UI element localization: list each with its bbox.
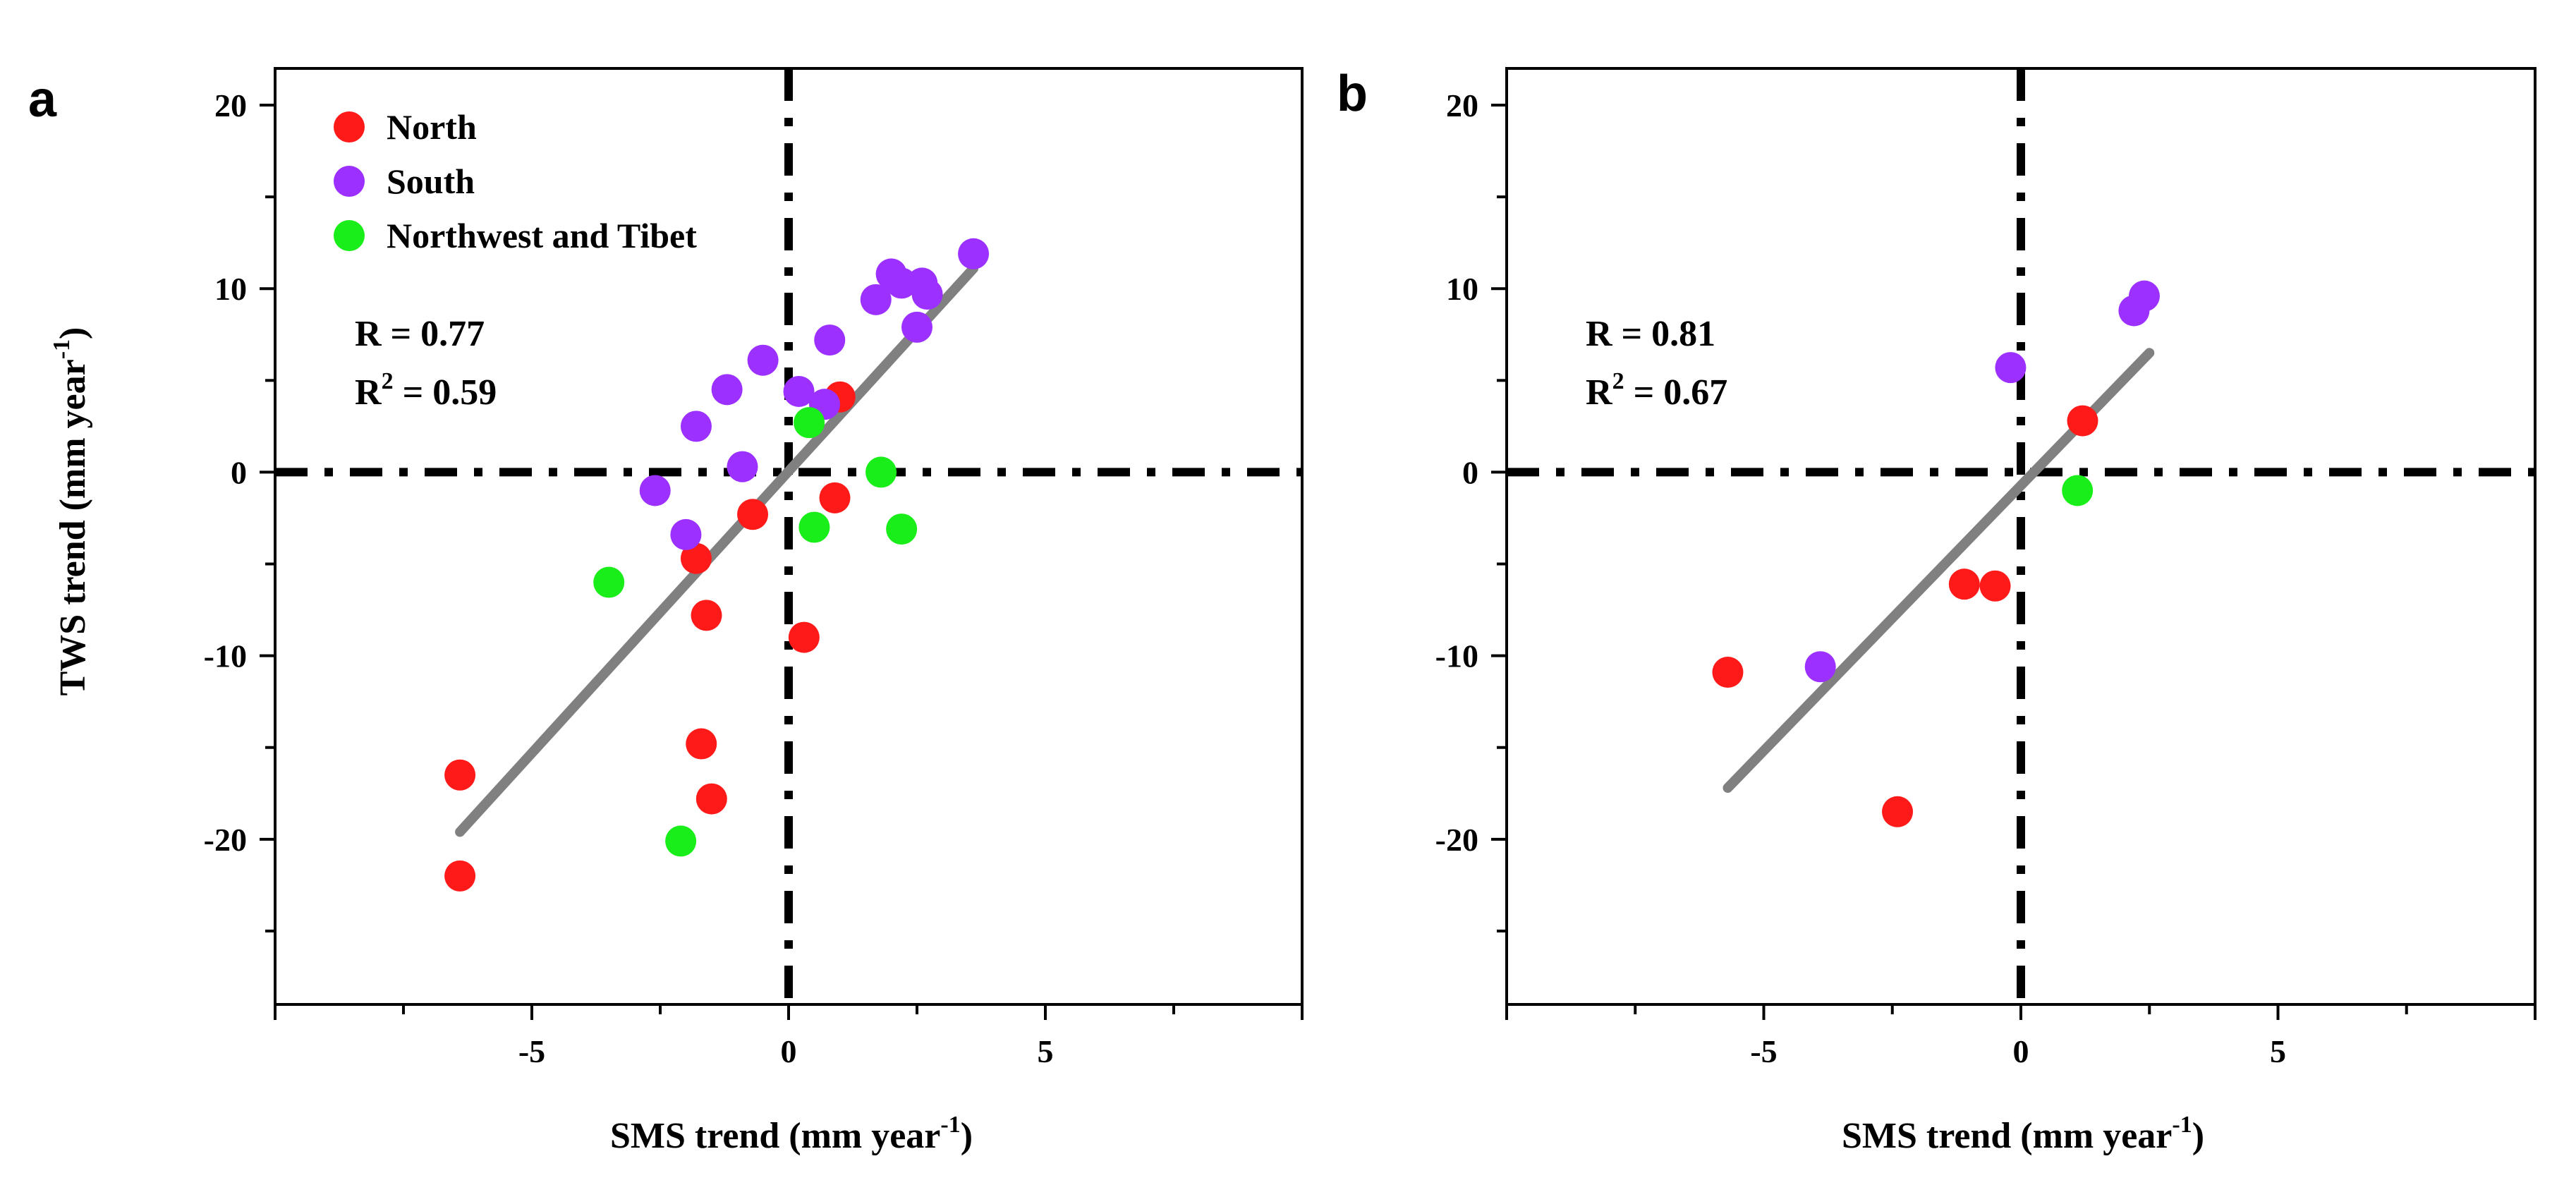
panel-a-point-south [814,324,846,356]
panel-a-x-tick-label: 5 [1038,1033,1054,1069]
panel-a-stat-r2-suffix: = 0.59 [394,372,497,413]
panel-a-stat-r: R = 0.77 [355,314,485,354]
panel-b-stat-r2-suffix: = 0.67 [1624,372,1728,413]
panel-b-stat-r2-sup: 2 [1612,368,1624,394]
panel-a-point-northwest-and-tibet [665,825,697,857]
panel-a-point-north [686,728,717,760]
panel-a-point-south [711,374,743,406]
panel-a-point-north [788,621,820,653]
panel-a-legend-label-south: South [387,162,475,201]
panel-a-x-tick-label: 0 [781,1033,797,1069]
panel-a-stat-r2-sup: 2 [382,368,394,394]
panel-b-point-northwest-and-tibet [2062,475,2094,506]
panel-a-x-axis-title-main: SMS trend (mm year [610,1116,940,1156]
panel-a-point-north [444,759,476,791]
panel-a-legend-marker-north [334,111,365,142]
panel-a-y-tick-label: 0 [231,454,247,490]
panel-b-label: b [1337,66,1368,122]
panel-a-point-south [670,518,702,550]
panel-a-point-north [691,600,722,631]
panel-b-point-south [1804,651,1836,683]
panel-a-point-northwest-and-tibet [886,514,918,545]
panel-a-legend-label-north: North [387,107,477,147]
panel-a-y-axis-title: TWS trend (mm year-1) [49,327,93,696]
panel-b-stat-r2: R2 = 0.67 [1586,368,1727,413]
panel-a-y-tick-label: 20 [214,87,247,123]
panel-a-point-northwest-and-tibet [593,566,625,598]
panel-b-point-north [1948,569,1980,600]
panel-b-point-north [2067,405,2098,437]
panel-b-x-tick-label: 5 [2270,1033,2286,1069]
panel-b-y-tick-label: -20 [1435,822,1478,858]
panel-a-point-north [444,860,476,892]
panel-a-point-north [819,482,851,514]
panel-a-point-south [747,344,779,376]
panel-b: b SMS trend (mm year-1) -5 0 5 20 10 0 -10 -20 R… [1337,66,2536,1156]
panel-a-legend-marker-northwest-and-tibet [334,220,365,251]
panel-b-stat-r2-prefix: R [1586,372,1613,413]
panel-b-point-north [1882,796,1914,827]
panel-a-y-axis-title-end: ) [53,327,93,339]
panel-b-point-north [1979,570,2011,602]
panel-b-point-north [1712,657,1744,688]
panel-a-stat-r2-prefix: R [355,372,382,413]
panel-a-point-northwest-and-tibet [865,456,897,488]
panel-a-point-south [783,375,815,407]
panel-b-y-tick-label: 20 [1446,87,1478,123]
panel-b-stat-r: R = 0.81 [1586,314,1715,354]
svg-text:TWS trend (mm year-1): TWS trend (mm year-1) [49,327,93,696]
panel-a-point-south [680,411,712,442]
panel-b-point-south [1995,352,2027,384]
panel-a-point-north [695,783,727,815]
panel-a-y-tick-label: -10 [204,638,247,674]
panel-a-y-tick-label: 10 [214,271,247,307]
panel-b-y-tick-label: 0 [1462,454,1478,490]
panel-b-x-axis-title-main: SMS trend (mm year [1842,1116,2172,1156]
panel-a-legend-marker-south [334,166,365,197]
panel-b-x-axis-title-end: ) [2192,1116,2204,1156]
panel-b-point-south [2128,280,2160,312]
panel-a-legend-label-northwest-and-tibet: Northwest and Tibet [387,216,697,255]
panel-a-x-axis-title: SMS trend (mm year-1) [610,1112,973,1156]
panel-a-point-south [958,238,990,269]
panel-a-x-axis-title-sup: -1 [940,1112,960,1138]
panel-a-point-northwest-and-tibet [798,511,830,543]
panel-b-x-tick-label: 0 [2013,1033,2029,1069]
panel-a-point-north [680,542,712,574]
panel-a-x-tick-label: -5 [518,1033,545,1069]
panel-a-point-south [639,475,671,506]
panel-a-y-axis-title-sup: -1 [49,339,75,359]
panel-a-point-south [727,451,758,482]
panel-b-y-tick-label: -10 [1435,638,1478,674]
panel-a-point-south [901,311,932,343]
panel-b-x-axis-title-sup: -1 [2172,1112,2192,1138]
panel-a-y-tick-label: -20 [204,822,247,858]
panel-a-x-axis-title-end: ) [961,1116,973,1156]
panel-b-x-axis-title: SMS trend (mm year-1) [1842,1112,2204,1156]
panel-a-label: a [28,71,57,128]
panel-a-y-axis-title-main: TWS trend (mm year [53,359,93,695]
panel-b-x-tick-label: -5 [1750,1033,1777,1069]
panel-b-y-tick-label: 10 [1446,271,1478,307]
panel-a-fit-line [455,263,979,837]
panel-a-point-north [737,499,769,530]
panel-a-stat-r2: R2 = 0.59 [355,368,497,413]
panel-a-point-northwest-and-tibet [794,407,825,439]
panel-a-point-south [860,284,892,315]
panel-a: a TWS trend (mm year-1) SMS trend (mm ye… [28,67,1304,1156]
panel-a-point-south [911,279,943,310]
